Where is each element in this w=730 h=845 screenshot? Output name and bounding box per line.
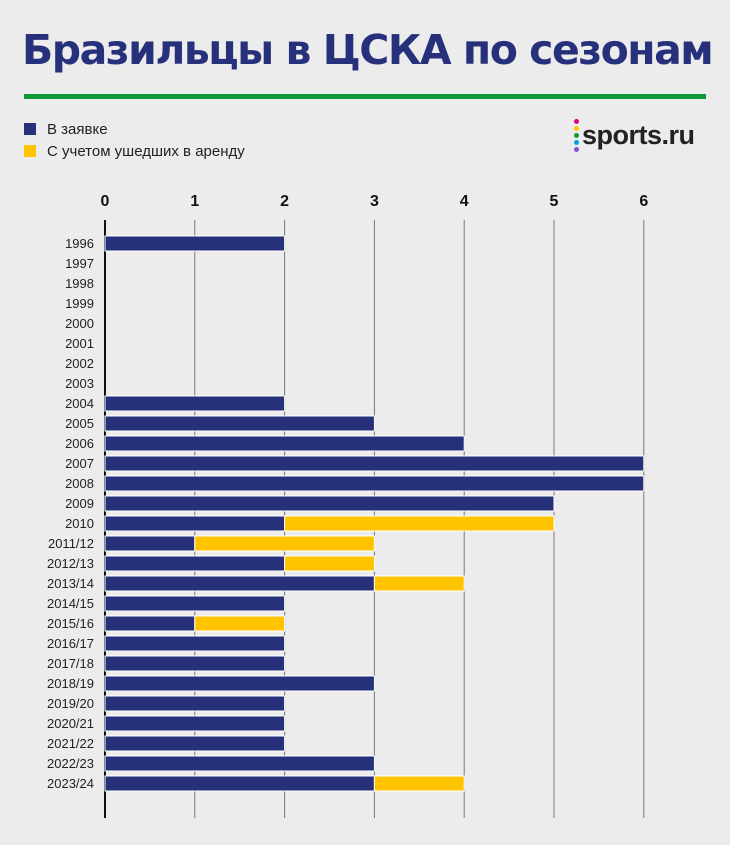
- y-category-label: 2000: [65, 316, 94, 331]
- y-category-label: 2011/12: [48, 536, 94, 551]
- y-category-label: 2017/18: [47, 656, 94, 671]
- bar-loan: [284, 515, 555, 532]
- bar-roster: [104, 455, 645, 472]
- y-category-label: 2004: [65, 396, 94, 411]
- y-category-label: 2019/20: [47, 696, 94, 711]
- y-category-label: 2023/24: [47, 776, 94, 791]
- bar-roster: [104, 435, 465, 452]
- bar-roster: [104, 535, 196, 552]
- x-tick-label: 5: [550, 193, 559, 210]
- legend-label-loan: С учетом ушедших в аренду: [47, 142, 245, 160]
- legend-label-roster: В заявке: [47, 120, 108, 138]
- bar-roster: [104, 235, 286, 252]
- y-category-label: 2012/13: [47, 556, 94, 571]
- legend: В заявке С учетом ушедших в аренду: [24, 118, 245, 162]
- y-category-label: 2002: [65, 356, 94, 371]
- legend-swatch-loan: [24, 145, 36, 157]
- y-category-label: 2010: [65, 516, 94, 531]
- bar-roster: [104, 495, 555, 512]
- title-divider: [24, 94, 706, 99]
- bar-roster: [104, 575, 375, 592]
- x-tick-label: 2: [280, 193, 289, 210]
- bar-roster: [104, 675, 375, 692]
- bar-loan: [373, 575, 465, 592]
- bar-roster: [104, 735, 286, 752]
- x-tick-label: 3: [370, 193, 379, 210]
- y-category-label: 1998: [65, 276, 94, 291]
- bar-loan: [194, 535, 375, 552]
- bar-roster: [104, 655, 286, 672]
- y-category-label: 1999: [65, 296, 94, 311]
- y-category-label: 2007: [65, 456, 94, 471]
- y-category-label: 2013/14: [47, 576, 94, 591]
- logo-text: sports.ru: [582, 119, 695, 150]
- bar-roster: [104, 595, 286, 612]
- x-tick-label: 0: [101, 193, 110, 210]
- y-category-label: 1996: [65, 236, 94, 251]
- bar-roster: [104, 415, 375, 432]
- y-category-label: 2001: [65, 336, 94, 351]
- y-category-label: 2020/21: [47, 716, 94, 731]
- legend-swatch-roster: [24, 123, 36, 135]
- bar-roster: [104, 775, 375, 792]
- bar-roster: [104, 615, 196, 632]
- bar-loan: [373, 775, 465, 792]
- y-category-label: 2022/23: [47, 756, 94, 771]
- bar-roster: [104, 715, 286, 732]
- bar-roster: [104, 555, 286, 572]
- chart-title: Бразильцы в ЦСКА по сезонам: [22, 26, 714, 74]
- y-category-label: 2003: [65, 376, 94, 391]
- legend-item-roster: В заявке: [24, 118, 245, 140]
- y-category-label: 2021/22: [47, 736, 94, 751]
- legend-item-loan: С учетом ушедших в аренду: [24, 140, 245, 162]
- bar-roster: [104, 695, 286, 712]
- y-category-label: 2015/16: [47, 616, 94, 631]
- x-tick-label: 4: [460, 193, 469, 210]
- y-category-label: 2008: [65, 476, 94, 491]
- y-category-label: 2006: [65, 436, 94, 451]
- bar-roster: [104, 755, 375, 772]
- y-category-label: 2005: [65, 416, 94, 431]
- logo-dots-icon: [574, 118, 579, 153]
- x-tick-label: 6: [639, 193, 648, 210]
- x-tick-label: 1: [190, 193, 199, 210]
- y-category-label: 2016/17: [47, 636, 94, 651]
- y-category-label: 2009: [65, 496, 94, 511]
- bar-roster: [104, 635, 286, 652]
- sports-ru-logo: sports.ru: [574, 118, 695, 152]
- bar-loan: [194, 615, 286, 632]
- y-category-label: 1997: [65, 256, 94, 271]
- bar-loan: [284, 555, 375, 572]
- y-category-label: 2014/15: [47, 596, 94, 611]
- bar-roster: [104, 515, 286, 532]
- y-category-label: 2018/19: [47, 676, 94, 691]
- bar-roster: [104, 475, 645, 492]
- bar-roster: [104, 395, 286, 412]
